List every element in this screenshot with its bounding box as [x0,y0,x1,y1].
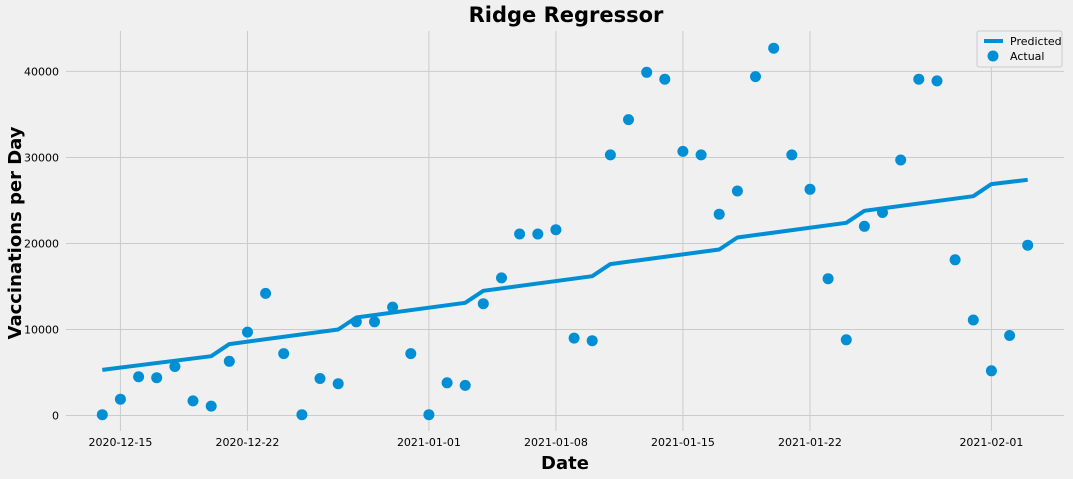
x-tick-label: 2021-01-22 [778,436,842,449]
actual-point [786,149,798,161]
actual-point [750,71,761,83]
y-tick-label: 30000 [24,151,59,164]
x-tick-label: 2020-12-22 [215,436,279,449]
actual-point [550,224,562,236]
actual-point [459,379,471,391]
actual-point [804,183,816,195]
actual-point [96,409,108,421]
actual-point [532,228,544,240]
actual-point [242,326,253,338]
actual-point [1004,330,1016,341]
actual-point [623,114,634,126]
legend-predicted-label: Predicted [1010,35,1062,48]
actual-point [514,228,526,240]
actual-point [369,316,380,328]
actual-point [659,73,671,85]
actual-point [423,409,435,421]
actual-point [477,298,489,310]
actual-point [296,409,308,421]
y-tick-label: 20000 [24,237,59,250]
chart-title: Ridge Regressor [469,3,664,27]
actual-point [641,66,653,78]
actual-point [332,378,344,390]
actual-point [822,273,834,285]
actual-point [858,220,870,232]
actual-point [967,314,979,326]
y-axis-label: Vaccinations per Day [5,126,26,339]
x-tick-label: 2021-01-01 [397,436,461,449]
actual-point [441,377,453,389]
actual-point [713,208,725,220]
actual-point [1022,239,1034,251]
actual-point [695,149,707,161]
actual-point [677,145,689,157]
actual-point [913,73,925,85]
x-tick-label: 2021-01-15 [651,436,715,449]
x-axis: 2020-12-15 2020-12-22 2021-01-01 2021-01-08… [88,436,1023,449]
actual-point [205,400,217,412]
y-tick-label: 40000 [24,65,59,78]
actual-point [731,185,743,197]
legend-actual-label: Actual [1010,50,1044,63]
actual-point [187,395,199,407]
actual-point [768,42,780,54]
actual-point [949,254,961,266]
actual-point [387,301,399,313]
y-tick-label: 0 [52,410,59,423]
actual-point [169,361,181,372]
actual-point [133,371,145,383]
actual-point [931,75,943,87]
y-tick-label: 10000 [24,323,59,336]
actual-point [278,348,290,360]
x-tick-label: 2020-12-15 [88,436,152,449]
actual-point [895,154,907,166]
x-tick-label: 2021-01-08 [524,436,588,449]
predicted-series [102,177,1028,372]
actual-point [151,372,163,384]
x-tick-label: 2021-02-01 [959,436,1023,449]
actual-point [223,355,235,367]
actual-point [604,149,616,161]
legend: Predicted Actual [976,30,1063,68]
actual-point [877,207,888,218]
actual-point [985,365,997,377]
actual-point [314,373,326,384]
x-axis-label: Date [541,453,589,474]
actual-point [586,335,598,347]
actual-point [496,272,507,284]
legend-actual-swatch [987,50,999,62]
actual-series [96,42,1034,421]
predicted-line [102,177,1028,372]
actual-point [405,348,417,360]
actual-point [840,334,852,346]
actual-point [350,316,362,328]
actual-point [114,393,126,405]
actual-point [568,332,580,344]
actual-point [260,287,272,299]
y-axis: 0 10000 20000 30000 40000 [24,65,59,422]
